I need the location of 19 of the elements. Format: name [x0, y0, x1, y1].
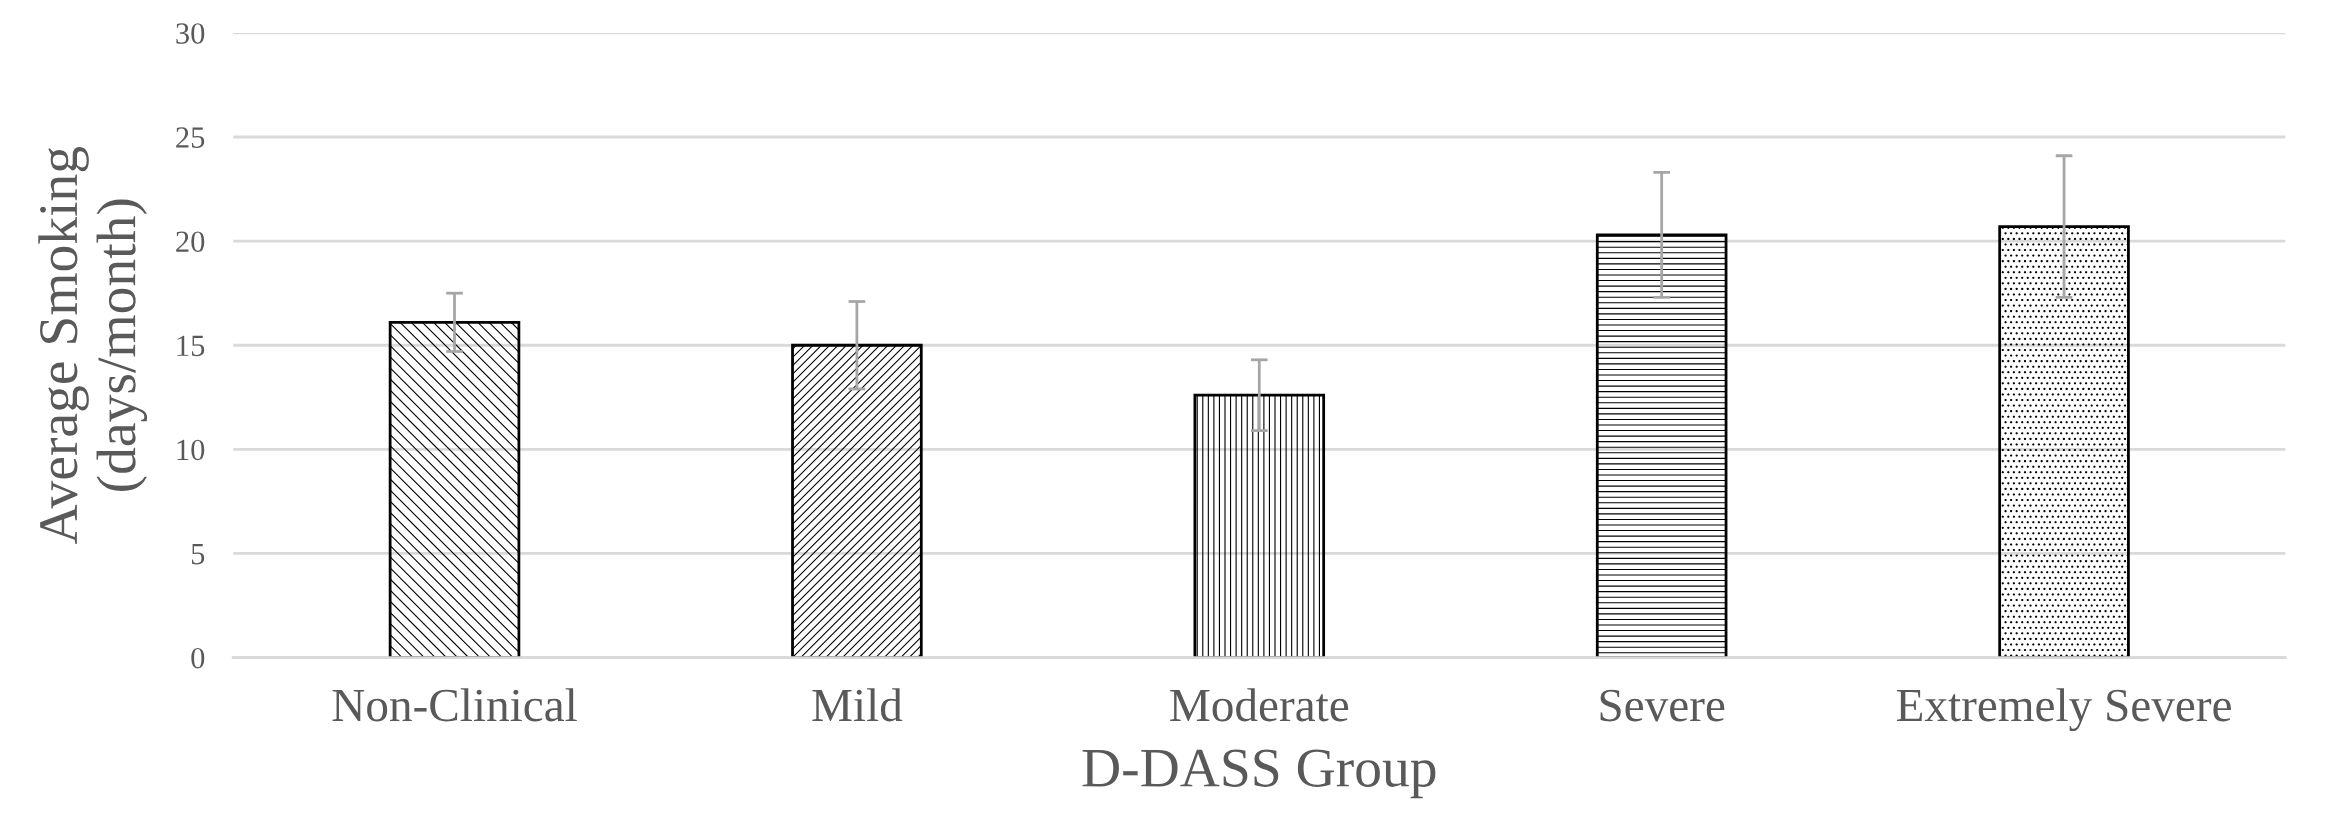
y-tick-label: 25	[176, 127, 205, 148]
y-tick-label: 20	[176, 231, 205, 253]
x-tick-label: Severe	[1600, 689, 1725, 722]
x-tick-label: Moderate	[1170, 688, 1349, 722]
bar	[791, 343, 923, 658]
y-axis-title: Average Smoking (days/month)	[38, 147, 148, 544]
x-tick-label: Non-Clinical	[332, 688, 577, 722]
y-tick-label: 15	[177, 335, 205, 357]
y-tick-label: 30	[176, 23, 205, 44]
y-tick-label: 5	[191, 544, 205, 565]
y-tick-label: 0	[191, 647, 205, 669]
x-tick-label: Mild	[812, 688, 903, 722]
bar	[1998, 225, 2130, 658]
bar	[1193, 393, 1326, 658]
x-tick-label: Extremely Severe	[1896, 688, 2231, 732]
x-axis-title: D-DASS Group	[1082, 749, 1436, 799]
bar	[388, 320, 521, 658]
y-tick-label: 10	[177, 439, 205, 461]
bar	[1595, 233, 1728, 658]
